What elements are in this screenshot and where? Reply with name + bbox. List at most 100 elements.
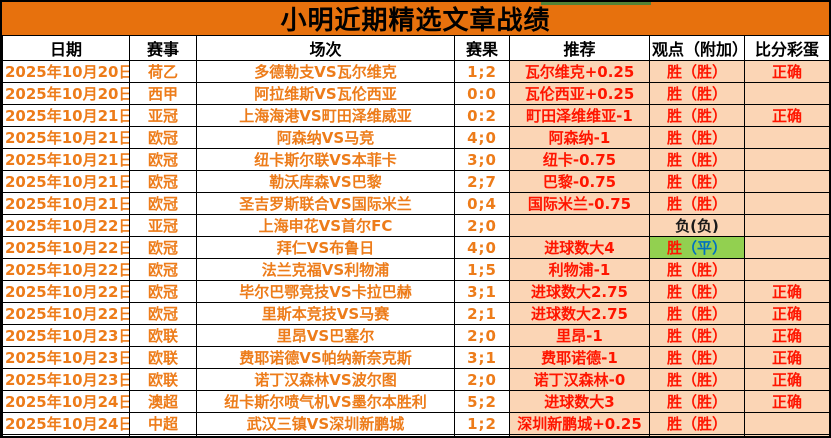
cell-result: 3;1 [454, 346, 510, 369]
cell-egg [744, 192, 829, 215]
table-row: 2025年10月24日 中超 武汉三镇VS深圳新鹏城 1;2 深圳新鹏城+0.25 胜（胜… [2, 412, 829, 435]
table-row: 2025年10月21日 欧冠 勒沃库森VS巴黎 2;7 巴黎-0.75 胜（胜） [2, 170, 829, 193]
cell-league: 澳超 [129, 390, 197, 413]
cell-result: 0:0 [454, 82, 510, 105]
table-row: 2025年10月23日 欧联 费耶诺德VS帕纳新奈克斯 3;1 费耶诺德-1 胜（胜） 正确 [2, 346, 829, 369]
cell-date: 2025年10月22日 [2, 258, 130, 281]
cell-match: 拜仁VS布鲁日 [196, 236, 455, 259]
col-header-result: 赛果 [454, 35, 510, 61]
cell-match: 上海申花VS首尔FC [196, 214, 455, 237]
col-header-egg: 比分彩蛋 [744, 35, 829, 61]
cell-date: 2025年10月23日 [2, 324, 130, 347]
table-row: 2025年10月20日 西甲 阿拉维斯VS瓦伦西亚 0:0 瓦伦西亚+0.25 胜（胜） [2, 82, 829, 105]
cell-egg [744, 434, 829, 436]
cell-result: 1;2 [454, 412, 510, 435]
cell-match: 法兰克福VS利物浦 [196, 258, 455, 281]
cell-pick [509, 214, 650, 237]
cell-league: 亚冠 [129, 214, 197, 237]
cell-league: 欧冠 [129, 280, 197, 303]
cell-date: 2025年10月23日 [2, 368, 130, 391]
cell-result: 1;2 [454, 60, 510, 83]
cell-match: 上海海港VS町田泽维威亚 [196, 104, 455, 127]
cell-egg: 正确 [744, 302, 829, 325]
cell-league: 荷乙 [129, 60, 197, 83]
cell-date: 2025年10月22日 [2, 236, 130, 259]
cell-pick: 瓦尔维克+0.25 [509, 60, 650, 83]
cell-result: 3;0 [454, 148, 510, 171]
cell-view: 胜（胜） [649, 346, 745, 369]
cell-date: 2025年10月20日 [2, 60, 130, 83]
cell-pick: 阿森纳-1 [509, 126, 650, 149]
cell-egg: 正确 [744, 280, 829, 303]
cell-date: 2025年10月24日 [2, 412, 130, 435]
cell-egg: 正确 [744, 346, 829, 369]
cell-date: 2025年10月22日 [2, 302, 130, 325]
cell-result: 2;7 [454, 170, 510, 193]
cell-pick: 瓦伦西亚+0.25 [509, 82, 650, 105]
cell-egg: 正确 [744, 390, 829, 413]
cell-league: 欧冠 [129, 170, 197, 193]
cell-date: 2025年10月21日 [2, 192, 130, 215]
cell-league: 欧联 [129, 324, 197, 347]
cell-match: 诺丁汉森林VS波尔图 [196, 368, 455, 391]
cell-pick: 利物浦-1 [509, 258, 650, 281]
table-row: 2025年10月24日法甲巴黎FCVS南特1;2 负(负) [2, 434, 829, 436]
cell-date: 2025年10月24日 [2, 434, 130, 436]
table-row: 2025年10月22日 亚冠 上海申花VS首尔FC 2;0 负(负) [2, 214, 829, 237]
cell-result: 1;5 [454, 258, 510, 281]
header-row: 日期 赛事 场次 赛果 推荐 观点（附加） 比分彩蛋 [2, 35, 829, 61]
table-row: 2025年10月22日 欧冠 拜仁VS布鲁日 4;0 进球数大4 胜（平） [2, 236, 829, 259]
cell-date: 2025年10月21日 [2, 104, 130, 127]
table-row: 2025年10月22日 欧冠 里斯本竞技VS马赛 2;1 进球数大2.75 胜（胜） 正确 [2, 302, 829, 325]
cell-league: 欧联 [129, 368, 197, 391]
cell-egg: 正确 [744, 60, 829, 83]
cell-league: 欧冠 [129, 148, 197, 171]
col-header-pick: 推荐 [509, 35, 650, 61]
table-row: 2025年10月23日 欧联 诺丁汉森林VS波尔图 2;0 诺丁汉森林-0 胜（胜） 正确 [2, 368, 829, 391]
cell-result: 0;4 [454, 192, 510, 215]
col-header-league: 赛事 [129, 35, 197, 61]
top-edge-green-strip [541, 2, 651, 5]
table-row: 2025年10月24日 澳超 纽卡斯尔喷气机VS墨尔本胜利 5;2 进球数大3 胜（胜）正… [2, 390, 829, 413]
cell-date: 2025年10月21日 [2, 148, 130, 171]
cell-date: 2025年10月24日 [2, 390, 130, 413]
cell-view: 胜（胜） [649, 302, 745, 325]
cell-result: 2;1 [454, 302, 510, 325]
cell-view: 胜（胜） [649, 324, 745, 347]
cell-view: 胜（胜） [649, 412, 745, 435]
cell-league: 欧冠 [129, 192, 197, 215]
cell-match: 巴黎FCVS南特 [196, 434, 455, 436]
cell-egg [744, 412, 829, 435]
cell-date: 2025年10月21日 [2, 126, 130, 149]
cell-pick: 国际米兰-0.75 [509, 192, 650, 215]
cell-result: 3;1 [454, 280, 510, 303]
top-edge-orange-strip [248, 2, 543, 4]
view-draw-part: （平） [682, 239, 728, 257]
cell-pick: 进球数大3 [509, 390, 650, 413]
cell-pick: 进球数大2.75 [509, 280, 650, 303]
cell-view: 胜（胜） [649, 390, 745, 413]
cell-pick: 进球数大2.75 [509, 302, 650, 325]
cell-league: 欧冠 [129, 236, 197, 259]
cell-view: 胜（平） [649, 236, 745, 259]
col-header-match: 场次 [196, 35, 455, 61]
cell-pick: 町田泽维维亚-1 [509, 104, 650, 127]
cell-view: 胜（胜） [649, 258, 745, 281]
cell-view: 胜（胜） [649, 126, 745, 149]
cell-result: 1;2 [454, 434, 510, 436]
cell-pick: 巴黎-0.75 [509, 170, 650, 193]
cell-match: 费耶诺德VS帕纳新奈克斯 [196, 346, 455, 369]
table-row: 2025年10月21日 欧冠 纽卡斯尔联VS本菲卡 3;0 纽卡-0.75 胜（胜） [2, 148, 829, 171]
cell-pick: 里昂-1 [509, 324, 650, 347]
cell-league: 欧冠 [129, 258, 197, 281]
cell-egg [744, 170, 829, 193]
cell-match: 阿拉维斯VS瓦伦西亚 [196, 82, 455, 105]
cell-match: 阿森纳VS马竞 [196, 126, 455, 149]
cell-egg: 正确 [744, 368, 829, 391]
cell-league: 欧冠 [129, 126, 197, 149]
table-row: 2025年10月23日 欧联 里昂VS巴塞尔 2;0 里昂-1 胜（胜） 正确 [2, 324, 829, 347]
cell-match: 勒沃库森VS巴黎 [196, 170, 455, 193]
cell-view: 胜（胜） [649, 192, 745, 215]
cell-pick: 费耶诺德-1 [509, 346, 650, 369]
cell-result: 2;0 [454, 368, 510, 391]
